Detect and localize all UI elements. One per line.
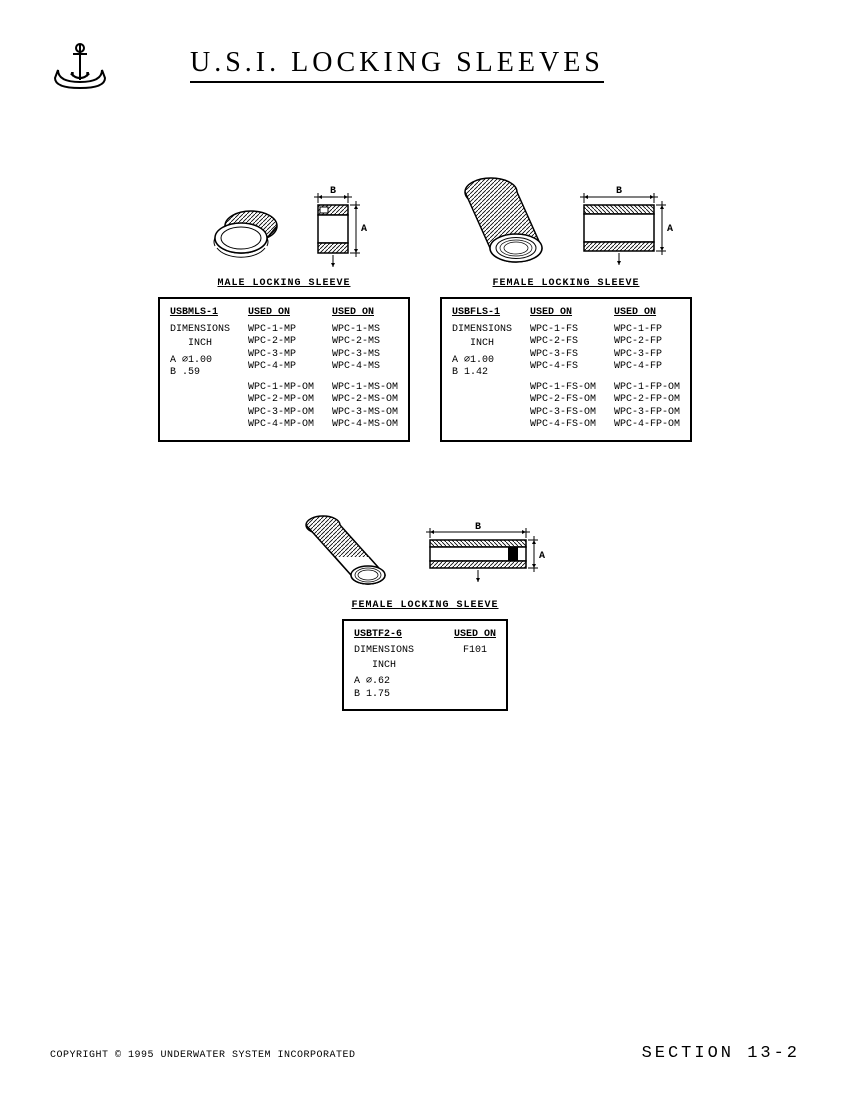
dim-sub: INCH [354,660,414,673]
male-databox: USBMLS-1 DIMENSIONS INCH A ⌀1.00 B .59 U… [158,297,410,442]
dim-head: DIMENSIONS [452,324,512,337]
female2-databox: USBTF2-6 DIMENSIONS INCH A ⌀.62 B 1.75 U… [342,619,508,712]
page: U.S.I. LOCKING SLEEVES [0,0,850,1093]
list-item: WPC-3-MP [248,349,314,362]
male-iso-icon [191,190,286,270]
page-title: U.S.I. LOCKING SLEEVES [190,47,604,83]
header: U.S.I. LOCKING SLEEVES [50,40,800,90]
list-item: WPC-1-MS-OM [332,382,398,393]
female-block: B A FEMALE LOCKING SLEEVE USBFLS-1 [440,160,692,442]
list-item: WPC-4-FS-OM [530,419,596,430]
female-caption: FEMALE LOCKING SLEEVE [493,278,640,289]
dim-a-label: A [667,224,673,235]
list-item: WPC-4-MP-OM [248,419,314,430]
section-number: SECTION 13-2 [642,1044,800,1063]
list-item: WPC-2-MP [248,336,314,349]
list-item: WPC-2-FP [614,336,680,349]
male-caption: MALE LOCKING SLEEVE [217,278,350,289]
used-head: USED ON [614,307,680,320]
used-head: USED ON [332,307,398,320]
female-used-col1: USED ON WPC-1-FS WPC-2-FS WPC-3-FS WPC-4… [530,307,596,432]
dim-b-label: B [475,522,481,533]
dim-b-label: B [330,186,336,197]
row-2: B A FEMALE LOCKING SLEEVE USBTF2 [50,482,800,712]
male-section-icon: B A [296,185,376,270]
list-item: WPC-4-MS-OM [332,419,398,430]
list-item: WPC-2-FS [530,336,596,349]
male-block: B A MALE LOCKING SLEEVE [158,160,410,442]
female-dim-col: USBFLS-1 DIMENSIONS INCH A ⌀1.00 B 1.42 [452,307,512,432]
dim-sub: INCH [452,338,512,351]
list-item: WPC-3-FP-OM [614,407,680,418]
part-number: USBMLS-1 [170,307,230,320]
list-item: WPC-1-MS [332,324,398,337]
list-item: WPC-4-MP [248,361,314,374]
list-item: WPC-3-FS-OM [530,407,596,418]
male-dim-col: USBMLS-1 DIMENSIONS INCH A ⌀1.00 B .59 [170,307,230,432]
female2-drawings: B A [293,482,558,592]
used-head: USED ON [530,307,596,320]
dim-head: DIMENSIONS [354,645,414,658]
female2-dim-col: USBTF2-6 DIMENSIONS INCH A ⌀.62 B 1.75 [354,629,414,702]
female2-caption: FEMALE LOCKING SLEEVE [351,600,498,611]
female2-block: B A FEMALE LOCKING SLEEVE USBTF2 [293,482,558,712]
female-iso-icon [446,170,556,270]
list-item: WPC-3-FP [614,349,680,362]
used-head: USED ON [454,629,496,642]
list-item: WPC-2-FS-OM [530,394,596,405]
dim-a: A ⌀1.00 [452,355,512,368]
copyright: COPYRIGHT © 1995 UNDERWATER SYSTEM INCOR… [50,1050,356,1061]
male-used-col1: USED ON WPC-1-MP WPC-2-MP WPC-3-MP WPC-4… [248,307,314,432]
dim-b-label: B [616,186,622,197]
used-head: USED ON [248,307,314,320]
list-item: WPC-2-MP-OM [248,394,314,405]
row-1: B A MALE LOCKING SLEEVE [50,160,800,442]
male-used-col2: USED ON WPC-1-MS WPC-2-MS WPC-3-MS WPC-4… [332,307,398,432]
female-section-icon: B A [566,185,686,270]
part-number: USBTF2-6 [354,629,414,642]
dim-a: A ⌀1.00 [170,355,230,368]
logo-icon [50,40,110,90]
dim-a-label: A [361,224,367,235]
dim-b: B 1.42 [452,367,512,380]
dim-b: B 1.75 [354,689,414,702]
list-item: WPC-4-FS [530,361,596,374]
list-item: WPC-3-FS [530,349,596,362]
list-item: WPC-2-FP-OM [614,394,680,405]
list-item: WPC-4-FP [614,361,680,374]
list-item: WPC-3-MS-OM [332,407,398,418]
list-item: WPC-2-MS-OM [332,394,398,405]
list-item: WPC-3-MS [332,349,398,362]
dim-a-label: A [539,551,545,562]
list-item: WPC-1-MP-OM [248,382,314,393]
female-drawings: B A [446,160,686,270]
part-number: USBFLS-1 [452,307,512,320]
list-item: WPC-4-MS [332,361,398,374]
male-drawings: B A [191,160,376,270]
female2-used-col: USED ON F101 [454,629,496,702]
list-item: WPC-1-FP [614,324,680,337]
dim-sub: INCH [170,338,230,351]
dim-b: B .59 [170,367,230,380]
female-databox: USBFLS-1 DIMENSIONS INCH A ⌀1.00 B 1.42 … [440,297,692,442]
female2-section-icon: B A [418,522,558,592]
dim-a: A ⌀.62 [354,676,414,689]
footer: COPYRIGHT © 1995 UNDERWATER SYSTEM INCOR… [50,1044,800,1063]
female-used-col2: USED ON WPC-1-FP WPC-2-FP WPC-3-FP WPC-4… [614,307,680,432]
list-item: WPC-4-FP-OM [614,419,680,430]
list-item: WPC-2-MS [332,336,398,349]
list-item: WPC-1-FS [530,324,596,337]
dim-head: DIMENSIONS [170,324,230,337]
list-item: F101 [454,645,496,658]
list-item: WPC-1-FP-OM [614,382,680,393]
list-item: WPC-1-MP [248,324,314,337]
list-item: WPC-1-FS-OM [530,382,596,393]
female2-iso-icon [293,507,408,592]
list-item: WPC-3-MP-OM [248,407,314,418]
